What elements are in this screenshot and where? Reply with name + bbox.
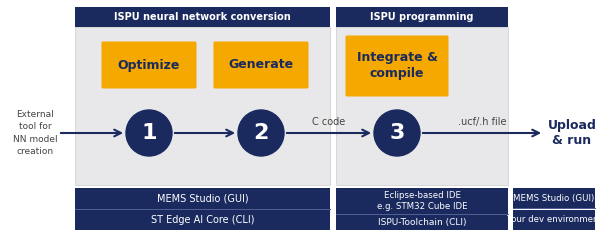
Text: 1: 1 xyxy=(141,123,157,143)
Text: Generate: Generate xyxy=(228,58,294,72)
Text: C code: C code xyxy=(312,117,346,127)
Text: MEMS Studio (GUI): MEMS Studio (GUI) xyxy=(157,194,248,204)
Text: Eclipse-based IDE
e.g. STM32 Cube IDE: Eclipse-based IDE e.g. STM32 Cube IDE xyxy=(377,191,467,211)
Text: ISPU neural network conversion: ISPU neural network conversion xyxy=(114,12,291,22)
Circle shape xyxy=(374,110,420,156)
Text: Optimize: Optimize xyxy=(118,58,180,72)
Bar xyxy=(513,188,595,208)
Text: .ucf/.h file: .ucf/.h file xyxy=(458,117,506,127)
Circle shape xyxy=(238,110,284,156)
Text: ISPU-Toolchain (CLI): ISPU-Toolchain (CLI) xyxy=(377,218,467,227)
Bar xyxy=(75,188,330,209)
FancyBboxPatch shape xyxy=(346,36,448,97)
Text: MEMS Studio (GUI): MEMS Studio (GUI) xyxy=(514,194,595,203)
Text: External
tool for
NN model
creation: External tool for NN model creation xyxy=(13,110,57,156)
FancyBboxPatch shape xyxy=(214,42,308,88)
Text: Upload
& run: Upload & run xyxy=(548,119,597,148)
Bar xyxy=(75,7,330,27)
Bar xyxy=(75,27,330,185)
Text: Your dev environment: Your dev environment xyxy=(506,216,601,225)
Bar xyxy=(336,27,508,185)
Bar xyxy=(336,188,508,214)
Circle shape xyxy=(126,110,172,156)
Text: Integrate &
compile: Integrate & compile xyxy=(356,52,438,80)
Text: 2: 2 xyxy=(253,123,268,143)
Bar xyxy=(75,210,330,230)
Bar xyxy=(336,7,508,27)
FancyBboxPatch shape xyxy=(102,42,196,88)
Text: ST Edge AI Core (CLI): ST Edge AI Core (CLI) xyxy=(150,215,254,225)
Text: 3: 3 xyxy=(389,123,405,143)
Bar xyxy=(336,215,508,230)
Bar xyxy=(513,210,595,230)
Text: ISPU programming: ISPU programming xyxy=(370,12,474,22)
